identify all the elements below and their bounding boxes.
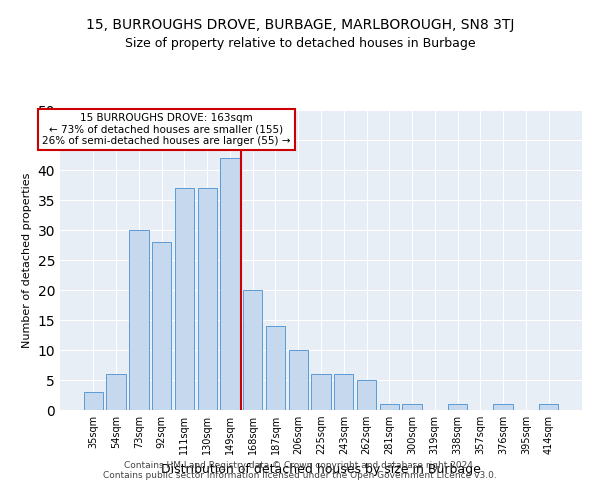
Bar	[129, 230, 149, 410]
Bar	[357, 380, 376, 410]
Y-axis label: Number of detached properties: Number of detached properties	[22, 172, 32, 348]
Bar	[243, 290, 262, 410]
Text: Contains HM Land Registry data © Crown copyright and database right 2024.
Contai: Contains HM Land Registry data © Crown c…	[103, 460, 497, 480]
Bar	[197, 188, 217, 410]
Bar	[84, 392, 103, 410]
Bar	[289, 350, 308, 410]
Bar	[106, 374, 126, 410]
Bar	[380, 404, 399, 410]
Bar	[266, 326, 285, 410]
Text: 15, BURROUGHS DROVE, BURBAGE, MARLBOROUGH, SN8 3TJ: 15, BURROUGHS DROVE, BURBAGE, MARLBOROUG…	[86, 18, 514, 32]
X-axis label: Distribution of detached houses by size in Burbage: Distribution of detached houses by size …	[161, 462, 481, 475]
Bar	[220, 158, 239, 410]
Bar	[493, 404, 513, 410]
Text: Size of property relative to detached houses in Burbage: Size of property relative to detached ho…	[125, 38, 475, 51]
Bar	[334, 374, 353, 410]
Bar	[175, 188, 194, 410]
Bar	[311, 374, 331, 410]
Bar	[539, 404, 558, 410]
Bar	[152, 242, 172, 410]
Bar	[448, 404, 467, 410]
Bar	[403, 404, 422, 410]
Text: 15 BURROUGHS DROVE: 163sqm
← 73% of detached houses are smaller (155)
26% of sem: 15 BURROUGHS DROVE: 163sqm ← 73% of deta…	[42, 113, 290, 146]
